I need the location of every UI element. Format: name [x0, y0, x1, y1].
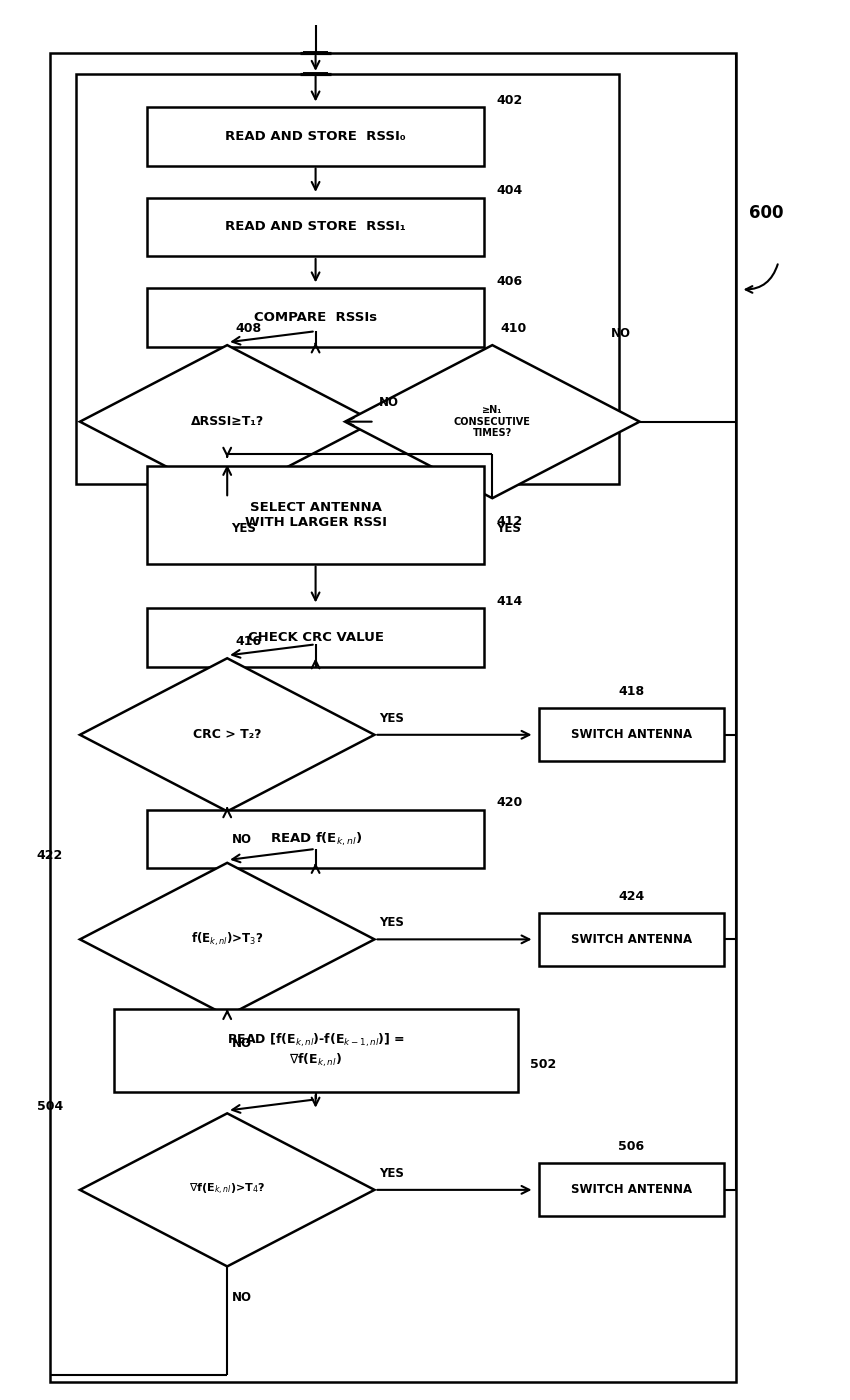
Text: 416: 416 — [235, 636, 262, 648]
FancyBboxPatch shape — [147, 108, 484, 165]
Text: 502: 502 — [530, 1058, 557, 1071]
Text: NO: NO — [231, 1037, 252, 1050]
Text: YES: YES — [496, 522, 521, 535]
Text: 410: 410 — [501, 322, 527, 335]
Text: 404: 404 — [496, 185, 523, 197]
FancyBboxPatch shape — [147, 608, 484, 666]
Text: 424: 424 — [618, 890, 644, 903]
FancyBboxPatch shape — [539, 913, 724, 966]
Text: 506: 506 — [618, 1140, 644, 1154]
FancyBboxPatch shape — [114, 1009, 518, 1092]
FancyBboxPatch shape — [147, 197, 484, 256]
Polygon shape — [80, 346, 375, 498]
Text: YES: YES — [379, 711, 404, 725]
Text: 420: 420 — [496, 797, 523, 809]
Text: $\nabla$f(E$_{k,nl}$)>T$_4$?: $\nabla$f(E$_{k,nl}$)>T$_4$? — [190, 1183, 265, 1197]
FancyBboxPatch shape — [147, 288, 484, 347]
Text: ΔRSSI≥T₁?: ΔRSSI≥T₁? — [190, 416, 264, 428]
Text: 414: 414 — [496, 595, 523, 608]
Text: READ f(E$_{k,nl}$): READ f(E$_{k,nl}$) — [269, 830, 361, 848]
FancyBboxPatch shape — [147, 811, 484, 868]
Text: NO: NO — [379, 396, 399, 409]
Text: COMPARE  RSSIs: COMPARE RSSIs — [254, 311, 377, 323]
FancyBboxPatch shape — [539, 1163, 724, 1217]
Text: ≥N₁
CONSECUTIVE
TIMES?: ≥N₁ CONSECUTIVE TIMES? — [454, 405, 530, 438]
Text: NO: NO — [231, 1291, 252, 1303]
Text: 418: 418 — [618, 685, 644, 699]
Text: 408: 408 — [235, 322, 262, 335]
Text: YES: YES — [231, 522, 257, 535]
Text: 412: 412 — [496, 515, 523, 528]
Text: 406: 406 — [496, 274, 523, 287]
Text: SELECT ANTENNA
WITH LARGER RSSI: SELECT ANTENNA WITH LARGER RSSI — [245, 501, 387, 529]
Text: 402: 402 — [496, 94, 523, 106]
Text: YES: YES — [379, 1166, 404, 1180]
Text: READ AND STORE  RSSI₀: READ AND STORE RSSI₀ — [225, 130, 406, 143]
Text: SWITCH ANTENNA: SWITCH ANTENNA — [570, 1183, 692, 1197]
Text: CHECK CRC VALUE: CHECK CRC VALUE — [247, 631, 383, 644]
Text: SWITCH ANTENNA: SWITCH ANTENNA — [570, 728, 692, 741]
Text: 504: 504 — [37, 1100, 63, 1113]
Polygon shape — [80, 862, 375, 1016]
Text: 422: 422 — [37, 850, 63, 862]
Text: f(E$_{k,nl}$)>T$_3$?: f(E$_{k,nl}$)>T$_3$? — [191, 931, 264, 948]
Polygon shape — [80, 1113, 375, 1267]
Text: CRC > T₂?: CRC > T₂? — [193, 728, 262, 741]
Text: READ [f(E$_{k,nl}$)-f(E$_{k-1,nl}$)] =
$\nabla$f(E$_{k,nl}$): READ [f(E$_{k,nl}$)-f(E$_{k-1,nl}$)] = $… — [227, 1032, 405, 1070]
Polygon shape — [345, 346, 639, 498]
Text: NO: NO — [611, 328, 632, 340]
Text: YES: YES — [379, 916, 404, 930]
FancyBboxPatch shape — [147, 466, 484, 564]
Text: 600: 600 — [749, 204, 783, 223]
Text: READ AND STORE  RSSI₁: READ AND STORE RSSI₁ — [225, 220, 406, 234]
FancyBboxPatch shape — [539, 708, 724, 762]
Text: NO: NO — [231, 833, 252, 846]
Text: SWITCH ANTENNA: SWITCH ANTENNA — [570, 932, 692, 946]
Polygon shape — [80, 658, 375, 812]
